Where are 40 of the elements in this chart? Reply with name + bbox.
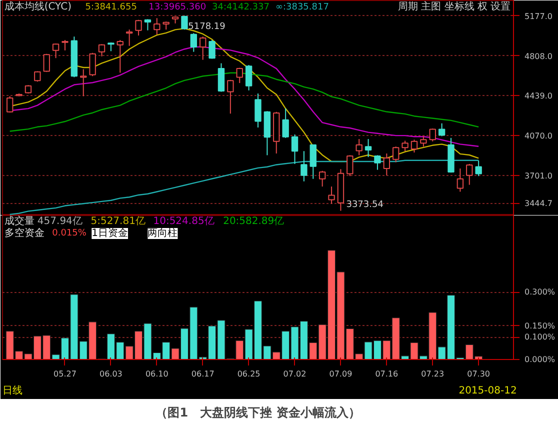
x-tick-label: 06.03 xyxy=(100,370,122,378)
annotation: 两向柱 xyxy=(148,227,178,239)
annotation: 成交量 xyxy=(4,214,34,227)
annotation: 20:582.89亿 xyxy=(223,216,284,227)
x-tick-label: 07.02 xyxy=(283,370,306,378)
x-tick-label: 07.23 xyxy=(421,370,444,378)
text: 日线 xyxy=(2,384,23,396)
annotation: 3373.54 xyxy=(346,200,384,210)
x-tick-label: 06.17 xyxy=(191,370,214,378)
y-tick-label: 5177.0 xyxy=(524,12,552,21)
x-tick-label: 07.30 xyxy=(467,370,490,378)
annotation: 5:527.81亿 xyxy=(90,216,146,227)
x-tick-label: 06.10 xyxy=(145,370,168,378)
y-tick-label: 3701.0 xyxy=(524,171,552,180)
annotation: 5178.19 xyxy=(188,22,226,32)
text: 34:4142.337 xyxy=(212,2,270,12)
x-tick-label: 07.09 xyxy=(329,370,352,378)
y-tick-label: 3444.7 xyxy=(524,199,552,208)
chart-title: 成本均线(CYC) xyxy=(4,0,72,12)
text: ∞:3835.817 xyxy=(275,2,329,12)
y-tick-label: 0.300% xyxy=(524,288,556,296)
y-tick-label: 4808.0 xyxy=(524,52,552,61)
y-tick-label: 4439.0 xyxy=(524,92,552,101)
y-tick-label: 0.000% xyxy=(524,355,556,364)
text: 13:3965.360 xyxy=(148,2,206,12)
x-tick-label: 05.27 xyxy=(54,370,76,378)
annotation: 1日资金 xyxy=(92,227,128,239)
y-tick-label: 0.150% xyxy=(524,321,556,330)
text: （图1 大盘阴线下挫 资金小幅流入） xyxy=(156,406,360,420)
y-tick-label: 4070.0 xyxy=(524,132,552,141)
annotation: 周期 主图 坐标线 权 设置 xyxy=(398,0,511,12)
text: 2015-08-12 xyxy=(458,386,517,396)
annotation: 10:524.85亿 xyxy=(153,216,214,227)
text: 5:3841.655 xyxy=(85,2,137,12)
x-tick-label: 06.25 xyxy=(237,370,260,378)
annotation: 457.94亿 xyxy=(37,216,82,227)
annotation: 0.015% xyxy=(52,228,87,238)
x-tick-label: 07.16 xyxy=(375,370,398,378)
y-tick-label: 0.100% xyxy=(524,332,556,342)
text: 多空资金 xyxy=(4,227,44,239)
